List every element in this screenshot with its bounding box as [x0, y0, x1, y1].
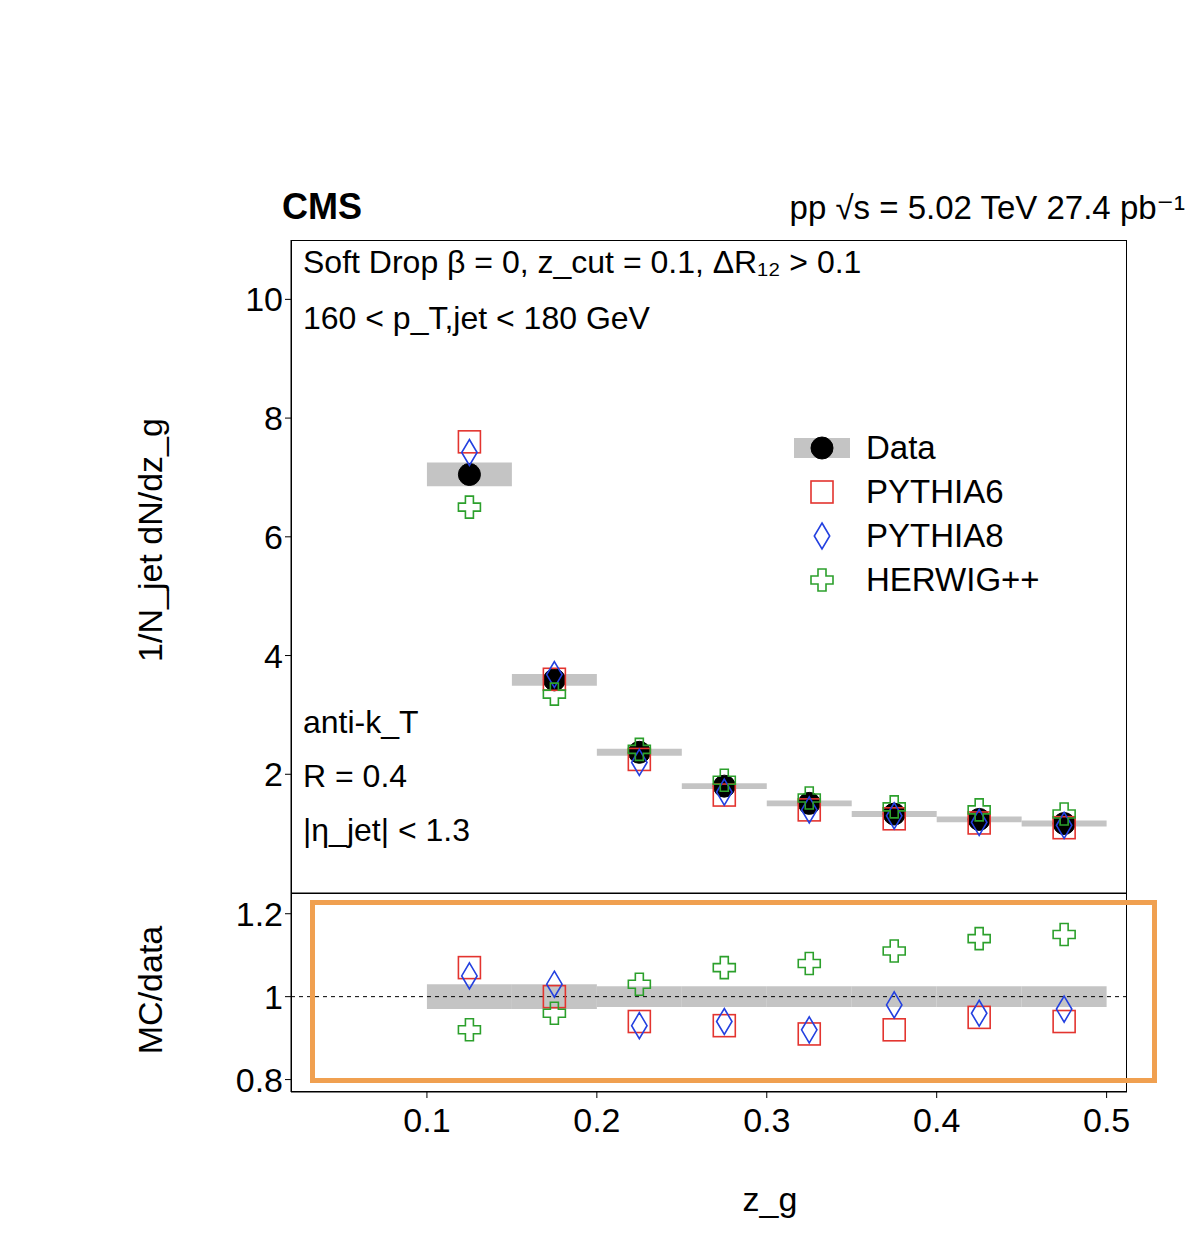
svg-text:2: 2 [264, 755, 283, 793]
svg-text:4: 4 [264, 637, 283, 675]
svg-text:10: 10 [245, 280, 283, 318]
html-text:1/N_jet dN/dz_g: 1/N_jet dN/dz_g [130, 418, 169, 662]
html-text:PYTHIA8: PYTHIA8 [866, 517, 1004, 554]
svg-text:0.8: 0.8 [236, 1061, 283, 1099]
html-text:Data: Data [866, 429, 936, 466]
svg-text:6: 6 [264, 518, 283, 556]
svg-text:0.5: 0.5 [1083, 1101, 1130, 1139]
svg-text:1.2: 1.2 [236, 895, 283, 933]
html-text:R = 0.4: R = 0.4 [303, 758, 408, 794]
svg-text:0.4: 0.4 [913, 1101, 960, 1139]
html-text:PYTHIA6: PYTHIA6 [866, 473, 1004, 510]
svg-text:0.1: 0.1 [403, 1101, 450, 1139]
html-text:MC/data: MC/data [130, 925, 169, 1055]
html-text:Soft Drop β = 0, z_cut = 0.1,: Soft Drop β = 0, z_cut = 0.1, ΔR₁₂ > 0.1 [303, 244, 862, 280]
html-text:pp √s = 5.02 TeV 27.4 pb⁻¹: pp √s = 5.02 TeV 27.4 pb⁻¹ [789, 189, 1185, 226]
svg-text:1: 1 [264, 978, 283, 1016]
html-text:HERWIG++: HERWIG++ [866, 561, 1040, 598]
html-text:|η_jet| < 1.3: |η_jet| < 1.3 [303, 812, 470, 848]
html-text:160 < p_T,jet < 180 GeV: 160 < p_T,jet < 180 GeV [303, 300, 650, 336]
svg-text:0.3: 0.3 [743, 1101, 790, 1139]
svg-text:8: 8 [264, 399, 283, 437]
html-text:anti-k_T: anti-k_T [303, 704, 419, 740]
html-text:z_g: z_g [742, 1180, 798, 1218]
svg-text:0.2: 0.2 [573, 1101, 620, 1139]
html-text:CMS: CMS [282, 186, 362, 227]
